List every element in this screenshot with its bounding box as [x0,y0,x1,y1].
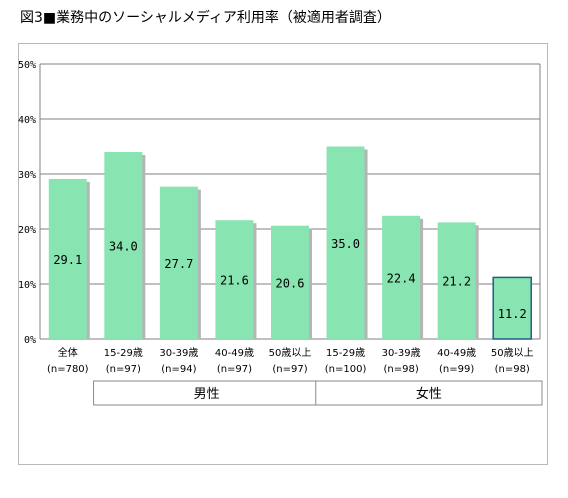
y-tick-label: 10% [18,280,36,291]
category-label: 40-49歳 [215,347,254,359]
bar [437,222,476,339]
bar-value-label: 29.1 [53,253,82,267]
category-label: 30-39歳 [159,347,198,359]
bar-value-label: 27.7 [164,257,193,271]
bar [159,186,198,339]
bar-value-label: 22.4 [387,271,416,285]
y-tick-label: 0% [24,335,36,346]
bar-value-label: 21.6 [220,274,249,288]
bar-highlighted [492,276,532,340]
category-label: 50歳以上 [491,347,534,359]
bar-value-label: 20.6 [276,276,305,290]
y-tick-label: 20% [18,225,36,236]
bar [215,220,254,339]
y-tick-label: 50% [18,60,36,71]
category-n-label: (n=780) [47,364,89,375]
category-n-label: (n=94) [161,364,196,375]
bar-value-label: 34.0 [109,240,138,254]
y-tick-label: 40% [18,115,36,126]
bar-value-label: 35.0 [331,237,360,251]
category-label: 50歳以上 [269,347,312,359]
category-n-label: (n=97) [106,364,141,375]
category-n-label: (n=98) [495,364,530,375]
category-n-label: (n=98) [383,364,418,375]
bar-value-label: 11.2 [498,307,527,321]
bar [48,178,87,339]
category-n-label: (n=100) [325,364,367,375]
y-tick-label: 30% [18,170,36,181]
category-n-label: (n=97) [217,364,252,375]
group-label: 男性 [194,387,220,402]
chart-title: 図3■業務中のソーシャルメディア利用率（被適用者調査） [20,10,391,26]
bar [326,146,365,339]
category-label: 40-49歳 [437,347,476,359]
bar [104,152,143,339]
category-n-label: (n=99) [439,364,474,375]
group-box [315,380,543,406]
category-label: 全体 [58,346,78,359]
category-label: 30-39歳 [382,347,421,359]
group-box [93,380,321,406]
category-label: 15-29歳 [326,347,365,359]
group-label: 女性 [416,386,442,402]
bar-value-label: 21.2 [442,275,471,289]
category-n-label: (n=97) [272,364,307,375]
bar [271,225,309,339]
category-label: 15-29歳 [104,347,143,359]
bar [382,215,421,339]
